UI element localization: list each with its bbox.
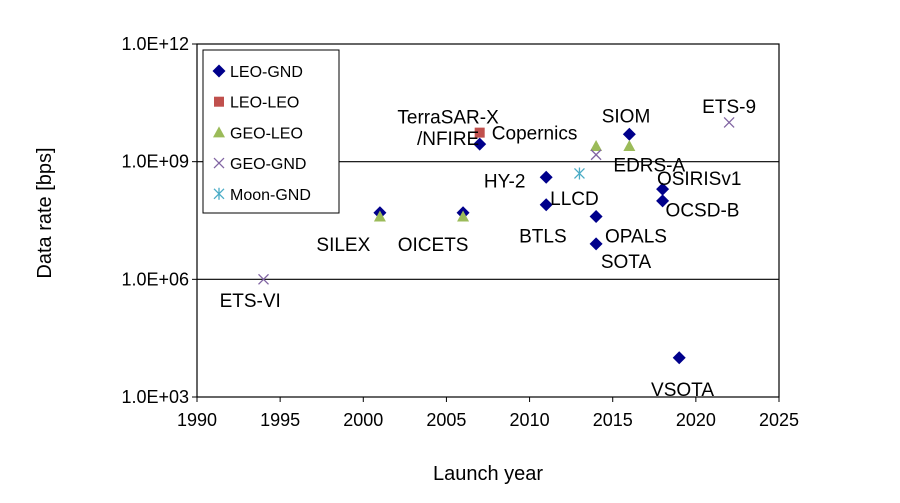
- data-point-leo-gnd: [656, 182, 670, 196]
- point-label: TerraSAR-X: [397, 108, 499, 129]
- point-label: ETS-VI: [220, 291, 281, 312]
- point-label: OPALS: [605, 227, 667, 248]
- point-label: OCSD-B: [666, 201, 740, 222]
- point-label: VSOTA: [651, 380, 714, 401]
- x-tick-label: 2005: [426, 410, 466, 430]
- legend-box: [202, 49, 340, 214]
- y-tick-label: 1.0E+12: [121, 34, 189, 54]
- point-label: EDRS-A: [613, 155, 685, 176]
- point-labels: ETS-VI SILEX OICETS TerraSAR-X/NFIRE Coperni…: [220, 97, 756, 401]
- data-point-geo-gnd: [258, 273, 269, 285]
- data-point-geo-leo: [590, 140, 603, 152]
- data-point-leo-gnd: [589, 237, 603, 251]
- x-tick-label: 1995: [260, 410, 300, 430]
- point-label: BTLS: [519, 227, 567, 248]
- point-label: /NFIRE: [417, 129, 479, 150]
- legend-label: Moon-GND: [230, 187, 311, 204]
- data-point-leo-gnd: [473, 137, 487, 151]
- point-label: OICETS: [398, 235, 469, 256]
- legend-marker-geo-gnd: [213, 157, 225, 169]
- point-label: OSIRISv1: [657, 169, 741, 190]
- legend-marker-leo-leo: [214, 96, 224, 107]
- legend-label: GEO-LEO: [230, 125, 303, 142]
- data-point-leo-gnd: [539, 198, 553, 212]
- y-tick-label: 1.0E+03: [121, 387, 189, 407]
- data-point-geo-leo: [373, 210, 386, 222]
- data-point-leo-gnd: [539, 170, 553, 184]
- x-tick-label: 2015: [593, 410, 633, 430]
- data-point-moon-gnd: [573, 167, 585, 180]
- data-point-leo-gnd: [622, 127, 636, 141]
- data-point-leo-gnd: [656, 194, 670, 208]
- point-label: SOTA: [601, 252, 652, 273]
- y-axis-ticks: 1.0E+03 1.0E+06 1.0E+09 1.0E+12: [121, 34, 197, 407]
- y-tick-label: 1.0E+06: [121, 269, 189, 289]
- x-axis-title: Launch year: [433, 463, 543, 485]
- data-point-geo-gnd: [723, 116, 735, 128]
- x-tick-label: 2020: [676, 410, 716, 430]
- legend-label: GEO-GND: [230, 156, 306, 173]
- legend-marker-moon-gnd: [213, 187, 225, 200]
- data-point-leo-gnd: [589, 209, 603, 223]
- legend-marker-geo-leo: [213, 126, 225, 138]
- data-point-geo-leo: [457, 210, 470, 222]
- x-tick-label: 2000: [343, 410, 383, 430]
- legend-marker-leo-gnd: [212, 64, 226, 78]
- y-axis-title: Data rate [bps]: [34, 147, 56, 278]
- point-label: ETS-9: [702, 97, 756, 118]
- x-axis-ticks: 1990 1995 2000 2005 2010 2015 2020 2025: [177, 397, 799, 430]
- point-label: SILEX: [316, 235, 370, 256]
- point-label: Copernics: [492, 124, 578, 145]
- x-tick-label: 1990: [177, 410, 217, 430]
- legend: LEO-GND LEO-LEO GEO-LEO GEO-GND Moon-GND: [202, 49, 340, 214]
- data-points: [258, 116, 735, 365]
- x-tick-label: 2025: [759, 410, 799, 430]
- x-tick-label: 2010: [510, 410, 550, 430]
- legend-label: LEO-GND: [230, 64, 303, 81]
- data-point-geo-leo: [623, 140, 636, 152]
- data-point-leo-leo: [474, 127, 485, 138]
- y-tick-label: 1.0E+09: [121, 152, 189, 172]
- data-point-leo-gnd: [672, 351, 686, 365]
- point-label: HY-2: [484, 172, 526, 193]
- point-label: LLCD: [550, 189, 599, 210]
- legend-label: LEO-LEO: [230, 95, 299, 112]
- data-point-geo-gnd: [590, 149, 602, 161]
- point-label: SIOM: [602, 107, 651, 128]
